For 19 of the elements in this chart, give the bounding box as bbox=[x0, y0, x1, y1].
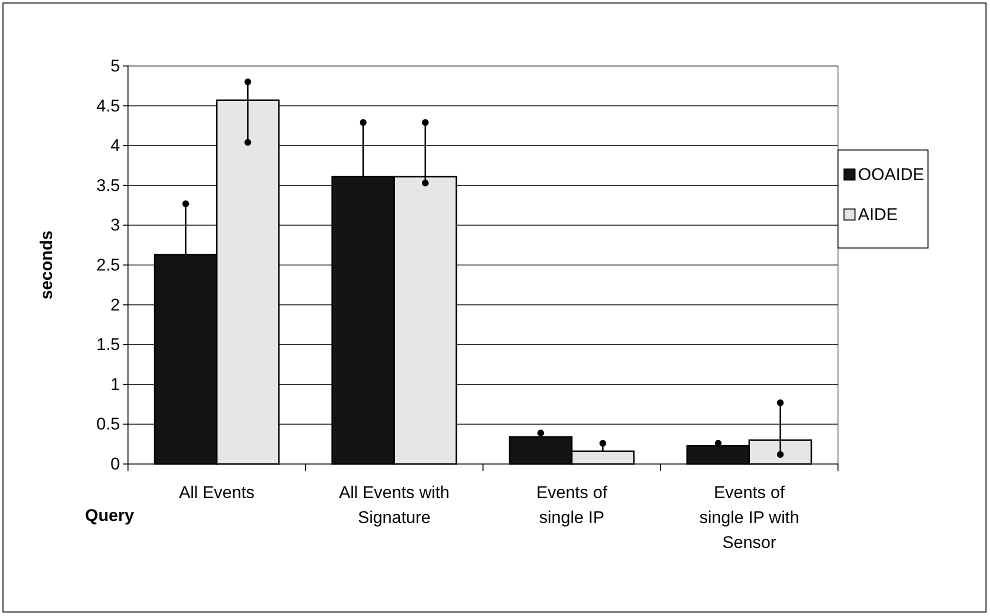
legend-label: AIDE bbox=[858, 205, 898, 224]
y-tick-label: 4 bbox=[110, 136, 120, 156]
y-tick-label: 2 bbox=[110, 295, 120, 314]
y-axis-title: seconds bbox=[37, 230, 56, 300]
y-tick-label: 1 bbox=[110, 374, 120, 394]
y-tick-label: 1.5 bbox=[96, 335, 120, 354]
y-tick-label: 3.5 bbox=[96, 176, 120, 195]
x-tick-label: Events of single IP bbox=[536, 483, 608, 527]
x-tick-label: All Events bbox=[178, 483, 255, 502]
y-tick-label: 4.5 bbox=[96, 96, 120, 116]
legend-label: OOAIDE bbox=[858, 165, 924, 184]
y-tick-label: 3 bbox=[110, 216, 120, 235]
x-axis-title: Query bbox=[85, 506, 135, 525]
y-tick-label: 0 bbox=[110, 454, 120, 474]
x-tick-label: All Events with Signature bbox=[338, 483, 450, 527]
y-tick-label: 5 bbox=[110, 56, 120, 76]
y-tick-label: 2.5 bbox=[96, 255, 120, 274]
y-tick-label: 0.5 bbox=[96, 414, 120, 434]
x-tick-label: Events of single IP with Sensor bbox=[699, 483, 800, 552]
